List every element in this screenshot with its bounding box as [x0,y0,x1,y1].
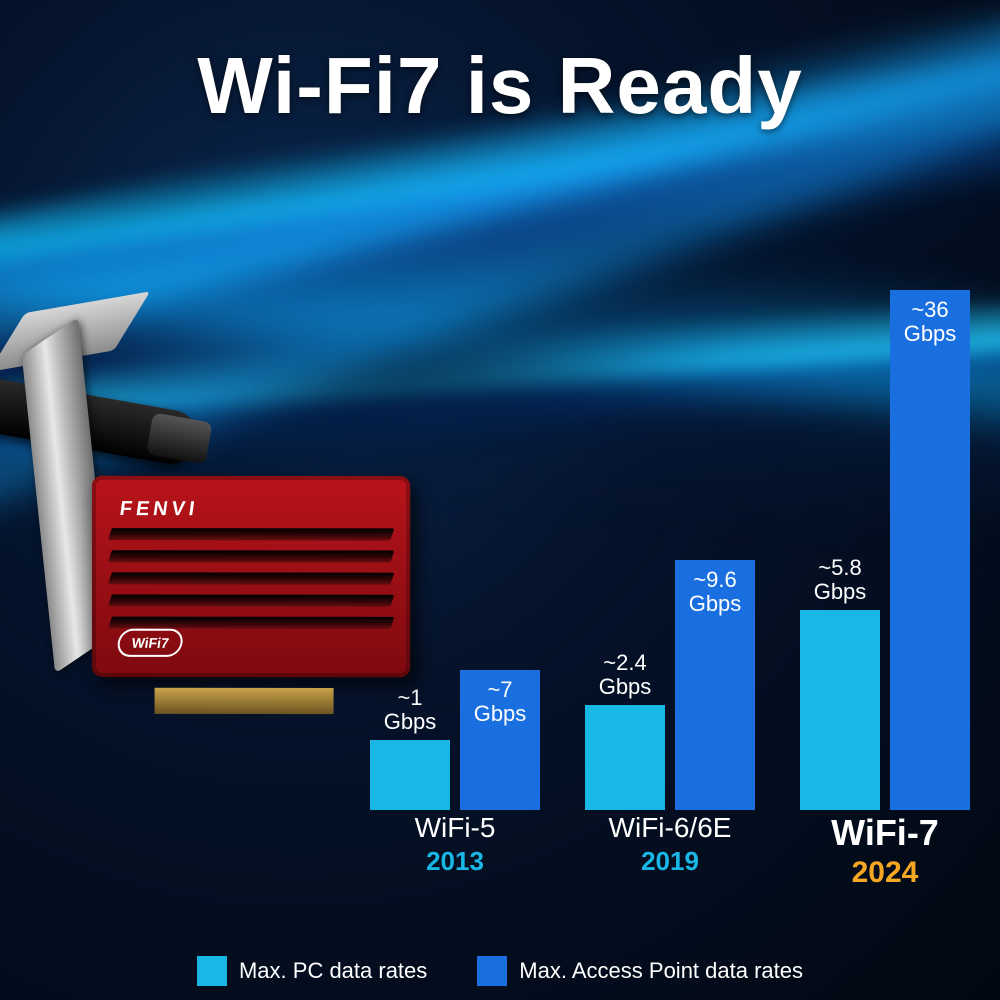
category-year: 2024 [790,856,980,890]
category-year: 2019 [575,846,765,877]
bar-label: ~2.4Gbps [599,651,652,699]
page-title: Wi-Fi7 is Ready [0,40,1000,132]
legend-ap: Max. Access Point data rates [477,956,803,986]
legend-pc-label: Max. PC data rates [239,958,427,984]
legend-ap-label: Max. Access Point data rates [519,958,803,984]
bar-label: ~7Gbps [474,678,527,726]
category-name: WiFi-6/6E [575,812,765,844]
wifi-generation-chart: ~1Gbps ~7Gbps ~2.4Gbps ~9.6Gbps ~5.8Gbps ~36G… [360,280,980,920]
bar-label: ~5.8Gbps [814,556,867,604]
legend-pc: Max. PC data rates [197,956,427,986]
legend-ap-swatch [477,956,507,986]
pcie-edge-connector [155,688,334,714]
bar-pc: ~2.4Gbps [585,705,665,810]
brand-label: FENVI [118,498,200,521]
chart-x-labels: WiFi-52013 WiFi-6/6E2019 WiFi-72024 [360,812,980,882]
bar-group: ~2.4Gbps ~9.6Gbps [575,560,765,810]
wifi7-badge: WiFi7 [116,629,185,657]
x-category: WiFi-6/6E2019 [575,812,765,882]
bar-ap: ~9.6Gbps [675,560,755,810]
bar-group: ~5.8Gbps ~36Gbps [790,290,980,810]
x-category: WiFi-52013 [360,812,550,882]
bar-pc: ~5.8Gbps [800,610,880,810]
bar-label: ~36Gbps [904,298,957,346]
bar-ap: ~36Gbps [890,290,970,810]
legend-pc-swatch [197,956,227,986]
chart-legend: Max. PC data rates Max. Access Point dat… [0,956,1000,986]
bar-ap: ~7Gbps [460,670,540,810]
bar-pc: ~1Gbps [370,740,450,810]
chart-bars: ~1Gbps ~7Gbps ~2.4Gbps ~9.6Gbps ~5.8Gbps ~36G… [360,280,980,810]
product-card: FENVI WiFi7 [0,299,450,742]
bar-label: ~9.6Gbps [689,568,742,616]
category-name: WiFi-5 [360,812,550,844]
x-category: WiFi-72024 [790,812,980,882]
category-name: WiFi-7 [790,812,980,854]
category-year: 2013 [360,846,550,877]
pcb-heatsink: FENVI WiFi7 [92,476,410,677]
